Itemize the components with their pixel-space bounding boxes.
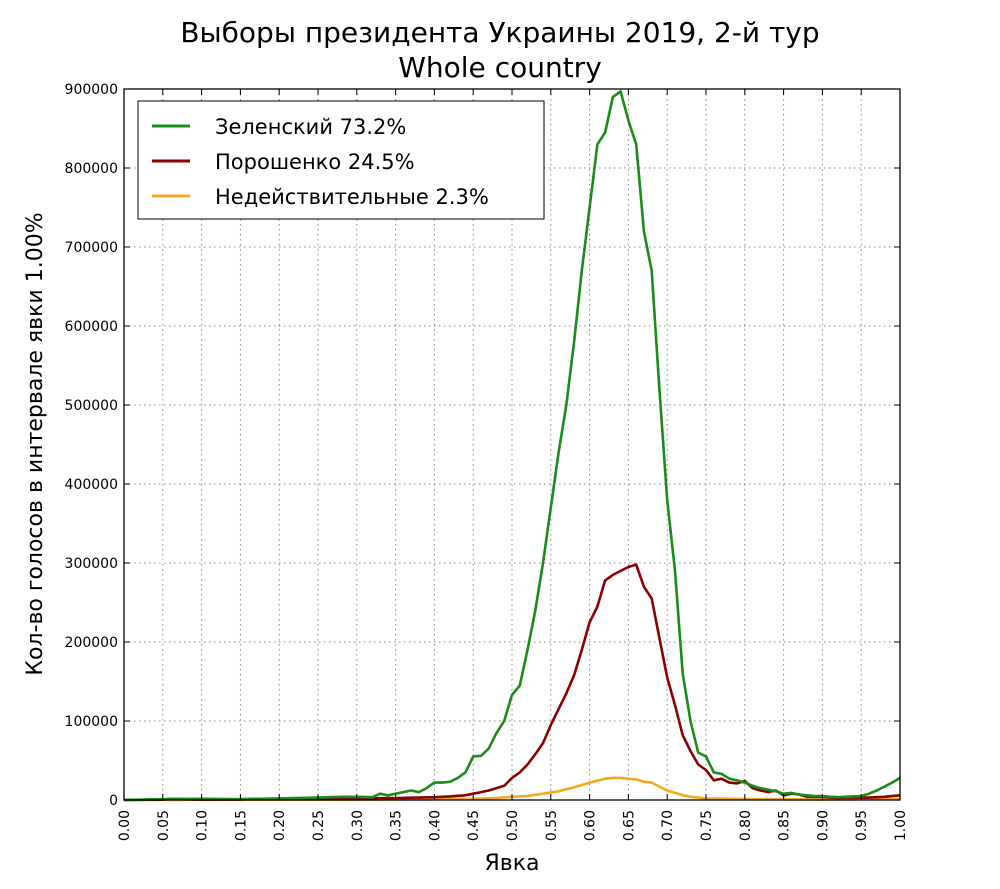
- x-tick-label: 1.00: [893, 810, 909, 841]
- x-tick-label: 0.70: [660, 810, 676, 841]
- x-tick-label: 0.45: [466, 810, 482, 841]
- axis-ticks: [123, 88, 901, 801]
- x-tick-label: 0.30: [350, 810, 366, 841]
- y-tick-label: 800000: [65, 161, 118, 177]
- grid: [124, 89, 900, 800]
- x-tick-label: 0.60: [583, 810, 599, 841]
- legend: Зеленский 73.2% Порошенко 24.5% Недействит…: [137, 100, 545, 220]
- x-axis-label: Явка: [484, 851, 539, 876]
- x-tick-label: 0.20: [272, 810, 288, 841]
- y-tick-label: 100000: [65, 714, 118, 730]
- x-tick-label: 0.35: [389, 810, 405, 841]
- x-tick-label: 0.90: [815, 810, 831, 841]
- y-tick-labels: 0 100000 200000 300000 400000 500000 600000 700…: [65, 82, 118, 809]
- legend-label-1: Порошенко 24.5%: [215, 150, 415, 174]
- chart-title: Выборы президента Украины 2019, 2-й тур: [180, 16, 819, 49]
- x-tick-label: 0.10: [195, 810, 211, 841]
- y-axis-label: Кол-во голосов в интервале явки 1.00%: [23, 212, 48, 675]
- y-tick-label: 0: [109, 793, 118, 809]
- x-tick-labels: 0.00 0.05 0.10 0.15 0.20 0.25 0.30 0.35 0.40 0.45…: [117, 810, 909, 841]
- x-tick-label: 0.75: [699, 810, 715, 841]
- y-tick-label: 200000: [65, 635, 118, 651]
- x-tick-label: 0.05: [156, 810, 172, 841]
- series-line-0: [123, 90, 901, 802]
- x-tick-label: 0.40: [427, 810, 443, 841]
- legend-label-0: Зеленский 73.2%: [215, 115, 406, 139]
- x-tick-label: 0.65: [621, 810, 637, 841]
- legend-label-2: Недействительные 2.3%: [215, 185, 489, 209]
- x-tick-label: 0.25: [311, 810, 327, 841]
- x-tick-label: 0.15: [233, 810, 249, 841]
- x-tick-label: 0.00: [117, 810, 133, 841]
- y-tick-label: 300000: [65, 556, 118, 572]
- x-tick-label: 0.95: [854, 810, 870, 841]
- x-tick-label: 0.55: [544, 810, 560, 841]
- chart-subtitle: Whole country: [398, 51, 602, 84]
- y-tick-label: 600000: [65, 319, 118, 335]
- y-tick-label: 500000: [65, 398, 118, 414]
- y-tick-label: 900000: [65, 82, 118, 98]
- x-tick-label: 0.85: [777, 810, 793, 841]
- x-tick-label: 0.80: [738, 810, 754, 841]
- x-tick-label: 0.50: [505, 810, 521, 841]
- legend-box: [137, 100, 545, 220]
- y-tick-label: 700000: [65, 240, 118, 256]
- y-tick-label: 400000: [65, 477, 118, 493]
